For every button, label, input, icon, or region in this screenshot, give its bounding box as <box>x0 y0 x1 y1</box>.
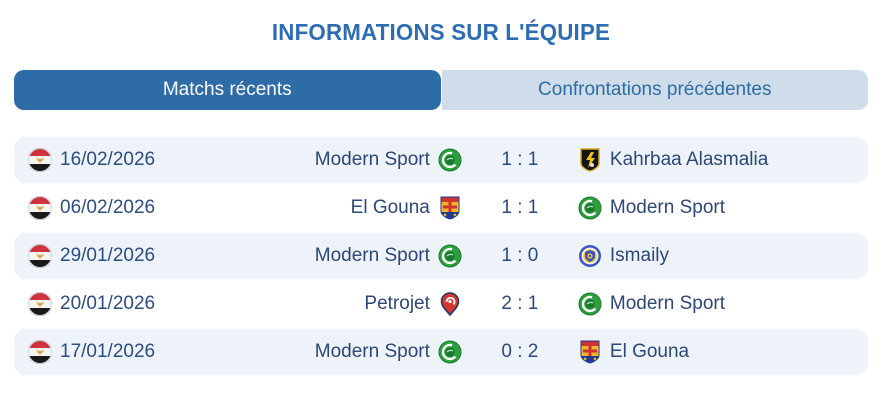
egypt-flag-icon <box>28 196 52 220</box>
match-date: 06/02/2026 <box>60 197 156 218</box>
tabbar: Matchs récents Confrontations précédente… <box>14 70 868 110</box>
away-team-name: Kahrbaa Alasmalia <box>609 149 769 170</box>
egypt-flag-icon <box>28 244 52 268</box>
away-team-name: El Gouna <box>609 341 690 362</box>
egypt-flag-icon <box>28 340 52 364</box>
egypt-flag-icon <box>28 148 52 172</box>
page-title: INFORMATIONS SUR L'ÉQUIPE <box>271 19 611 45</box>
match-date: 17/01/2026 <box>60 341 156 362</box>
match-row[interactable]: 29/01/2026 Modern Sport 1 : 0 Ismaily <box>14 233 868 279</box>
match-row[interactable]: 06/02/2026 El Gouna 1 : 1 Modern Sport <box>14 185 868 231</box>
ismaily-logo <box>578 244 602 268</box>
match-score: 1 : 0 <box>501 245 539 266</box>
home-team-name: Modern Sport <box>314 341 430 362</box>
modern-sport-logo <box>438 148 462 172</box>
match-score: 1 : 1 <box>501 149 539 170</box>
away-team-name: Modern Sport <box>609 293 726 314</box>
match-row[interactable]: 20/01/2026 Petrojet 2 : 1 Modern Sport <box>14 281 868 327</box>
match-score: 2 : 1 <box>501 293 539 314</box>
modern-sport-logo <box>438 340 462 364</box>
el-gouna-logo <box>438 196 462 220</box>
home-team-name: Modern Sport <box>314 149 430 170</box>
home-team-name: Modern Sport <box>314 245 430 266</box>
match-date: 20/01/2026 <box>60 293 156 314</box>
tab-previous-confrontations[interactable]: Confrontations précédentes <box>441 70 868 110</box>
away-team-name: Ismaily <box>609 245 670 266</box>
match-score: 1 : 1 <box>501 197 539 218</box>
tab-previous-confrontations-label: Confrontations précédentes <box>538 79 772 100</box>
match-date: 29/01/2026 <box>60 245 156 266</box>
match-row[interactable]: 17/01/2026 Modern Sport 0 : 2 El Gouna <box>14 329 868 375</box>
modern-sport-logo <box>578 196 602 220</box>
petrojet-logo <box>438 292 462 316</box>
home-team-name: El Gouna <box>350 197 430 218</box>
el-gouna-logo <box>578 340 602 364</box>
modern-sport-logo <box>578 292 602 316</box>
away-team-name: Modern Sport <box>609 197 726 218</box>
kahrbaa-alasmalia-logo <box>578 148 602 172</box>
egypt-flag-icon <box>28 292 52 316</box>
recent-matches-list: 16/02/2026 Modern Sport 1 : 1 Kahrbaa Al… <box>14 137 868 375</box>
modern-sport-logo <box>438 244 462 268</box>
match-row[interactable]: 16/02/2026 Modern Sport 1 : 1 Kahrbaa Al… <box>14 137 868 183</box>
match-score: 0 : 2 <box>501 341 539 362</box>
tab-recent-matches-label: Matchs récents <box>162 79 292 100</box>
home-team-name: Petrojet <box>364 293 430 314</box>
tab-recent-matches[interactable]: Matchs récents <box>14 70 441 110</box>
match-date: 16/02/2026 <box>60 149 156 170</box>
